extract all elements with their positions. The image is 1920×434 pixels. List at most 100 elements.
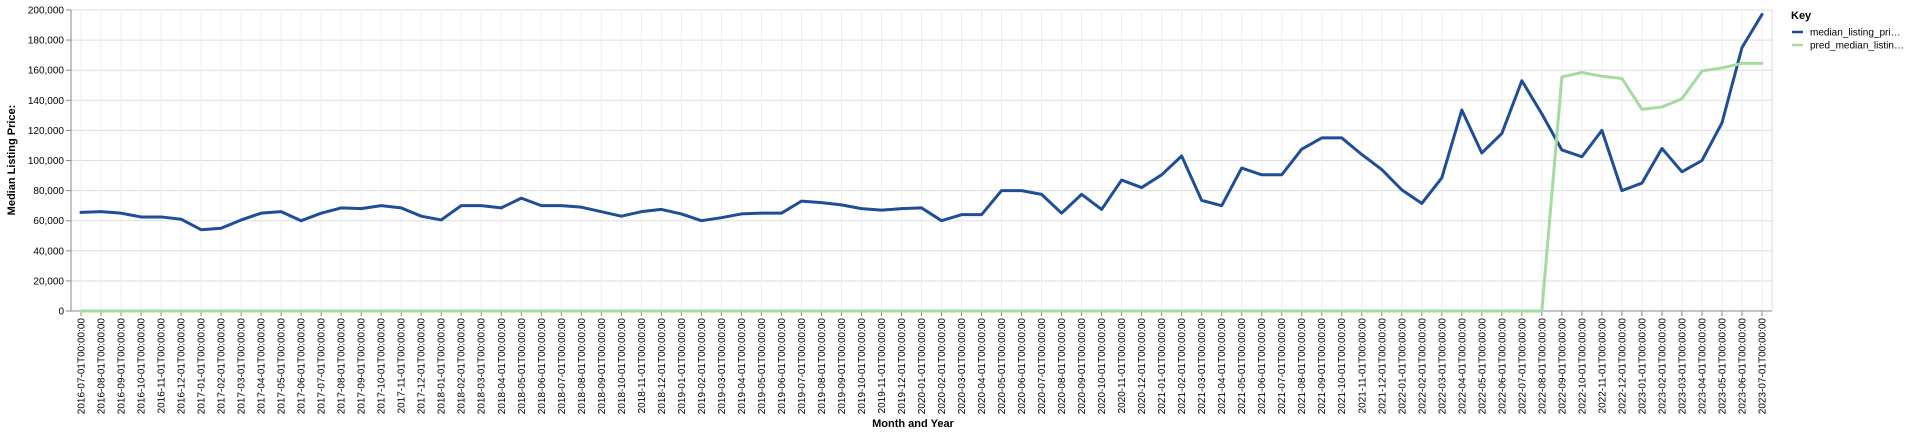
- x-axis-title: Month and Year: [872, 418, 954, 430]
- x-tick-label: 2019-03-01T00:00:00: [717, 318, 728, 415]
- x-tick-label: 2022-04-01T00:00:00: [1457, 318, 1468, 415]
- x-tick-label: 2017-10-01T00:00:00: [377, 318, 388, 415]
- x-tick-label: 2022-10-01T00:00:00: [1577, 318, 1588, 415]
- x-tick-label: 2022-12-01T00:00:00: [1617, 318, 1628, 415]
- x-tick-label: 2020-09-01T00:00:00: [1077, 318, 1088, 415]
- x-tick-label: 2022-11-01T00:00:00: [1597, 318, 1608, 414]
- x-tick-label: 2018-11-01T00:00:00: [637, 318, 648, 414]
- x-tick-label: 2016-10-01T00:00:00: [137, 318, 148, 415]
- x-tick-label: 2021-10-01T00:00:00: [1337, 318, 1348, 415]
- x-tick-label: 2021-03-01T00:00:00: [1197, 318, 1208, 415]
- x-tick-label: 2021-11-01T00:00:00: [1357, 318, 1368, 414]
- x-axis: 2016-07-01T00:00:00 2016-08-01T00:00:00 20…: [71, 310, 1772, 415]
- x-tick-label: 2018-03-01T00:00:00: [477, 318, 488, 415]
- y-tick-label: 200,000: [28, 6, 65, 17]
- legend-label: pred_median_listin…: [1810, 41, 1904, 52]
- x-tick-label: 2023-03-01T00:00:00: [1677, 318, 1688, 415]
- x-tick-label: 2020-03-01T00:00:00: [957, 318, 968, 415]
- legend-title: Key: [1791, 10, 1812, 22]
- x-tick-label: 2018-02-01T00:00:00: [457, 318, 468, 415]
- x-tick-label: 2016-11-01T00:00:00: [157, 318, 168, 414]
- y-tick-label: 0: [58, 307, 64, 318]
- x-tick-label: 2021-08-01T00:00:00: [1297, 318, 1308, 415]
- x-tick-label: 2018-06-01T00:00:00: [537, 318, 548, 415]
- x-tick-label: 2023-01-01T00:00:00: [1637, 318, 1648, 415]
- x-tick-label: 2016-07-01T00:00:00: [77, 318, 88, 415]
- x-tick-label: 2021-01-01T00:00:00: [1157, 318, 1168, 415]
- x-tick-label: 2021-09-01T00:00:00: [1317, 318, 1328, 415]
- y-tick-label: 60,000: [33, 216, 64, 227]
- x-tick-label: 2017-11-01T00:00:00: [397, 318, 408, 414]
- x-tick-label: 2017-08-01T00:00:00: [337, 318, 348, 415]
- x-tick-label: 2018-04-01T00:00:00: [497, 318, 508, 415]
- x-tick-label: 2017-04-01T00:00:00: [257, 318, 268, 415]
- x-tick-label: 2019-09-01T00:00:00: [837, 318, 848, 415]
- x-tick-label: 2018-05-01T00:00:00: [517, 318, 528, 415]
- x-tick-label: 2018-07-01T00:00:00: [557, 318, 568, 415]
- y-axis-title: Median Listing Price:: [6, 105, 18, 216]
- x-tick-label: 2019-01-01T00:00:00: [677, 318, 688, 415]
- x-tick-label: 2017-02-01T00:00:00: [217, 318, 228, 415]
- x-tick-label: 2017-07-01T00:00:00: [317, 318, 328, 415]
- y-tick-label: 100,000: [28, 156, 65, 167]
- series-layer: [79, 13, 1764, 313]
- x-tick-label: 2019-10-01T00:00:00: [857, 318, 868, 415]
- x-tick-label: 2022-03-01T00:00:00: [1437, 318, 1448, 415]
- x-tick-label: 2018-09-01T00:00:00: [597, 318, 608, 415]
- x-tick-label: 2023-07-01T00:00:00: [1757, 318, 1768, 415]
- x-tick-label: 2022-09-01T00:00:00: [1557, 318, 1568, 415]
- x-tick-label: 2023-04-01T00:00:00: [1697, 318, 1708, 415]
- legend-items: median_listing_pri… pred_median_listin…: [1792, 28, 1904, 52]
- y-tick-label: 20,000: [33, 276, 64, 287]
- x-tick-label: 2019-12-01T00:00:00: [897, 318, 908, 415]
- x-tick-label: 2020-06-01T00:00:00: [1017, 318, 1028, 415]
- x-tick-label: 2021-07-01T00:00:00: [1277, 318, 1288, 415]
- x-tick-label: 2022-01-01T00:00:00: [1397, 318, 1408, 415]
- x-tick-label: 2020-02-01T00:00:00: [937, 318, 948, 415]
- x-tick-label: 2018-12-01T00:00:00: [657, 318, 668, 415]
- x-tick-label: 2023-06-01T00:00:00: [1737, 318, 1748, 415]
- x-tick-label: 2019-04-01T00:00:00: [737, 318, 748, 415]
- x-tick-label: 2022-08-01T00:00:00: [1537, 318, 1548, 415]
- x-tick-label: 2016-09-01T00:00:00: [117, 318, 128, 415]
- x-tick-label: 2016-12-01T00:00:00: [177, 318, 188, 415]
- x-tick-label: 2021-04-01T00:00:00: [1217, 318, 1228, 415]
- x-tick-label: 2020-01-01T00:00:00: [917, 318, 928, 415]
- x-tick-label: 2023-05-01T00:00:00: [1717, 318, 1728, 415]
- y-tick-label: 80,000: [33, 186, 64, 197]
- x-tick-label: 2023-02-01T00:00:00: [1657, 318, 1668, 415]
- legend-label: median_listing_pri…: [1810, 28, 1901, 39]
- series-line-1: [79, 61, 1764, 313]
- x-tick-label: 2020-08-01T00:00:00: [1057, 318, 1068, 415]
- x-tick-label: 2018-01-01T00:00:00: [437, 318, 448, 415]
- x-tick-label: 2019-06-01T00:00:00: [777, 318, 788, 415]
- x-tick-label: 2022-06-01T00:00:00: [1497, 318, 1508, 415]
- x-tick-label: 2019-07-01T00:00:00: [797, 318, 808, 415]
- y-tick-label: 140,000: [28, 96, 65, 107]
- x-tick-label: 2020-05-01T00:00:00: [997, 318, 1008, 415]
- x-tick-label: 2017-01-01T00:00:00: [197, 318, 208, 415]
- x-tick-label: 2022-02-01T00:00:00: [1417, 318, 1428, 415]
- x-tick-label: 2021-12-01T00:00:00: [1377, 318, 1388, 415]
- x-tick-label: 2021-02-01T00:00:00: [1177, 318, 1188, 415]
- y-tick-label: 180,000: [28, 36, 65, 47]
- x-tick-label: 2016-08-01T00:00:00: [97, 318, 108, 415]
- x-tick-label: 2019-05-01T00:00:00: [757, 318, 768, 415]
- x-tick-label: 2020-11-01T00:00:00: [1117, 318, 1128, 414]
- x-tick-label: 2020-12-01T00:00:00: [1137, 318, 1148, 415]
- y-tick-label: 40,000: [33, 246, 64, 257]
- x-tick-label: 2018-10-01T00:00:00: [617, 318, 628, 415]
- x-tick-label: 2018-08-01T00:00:00: [577, 318, 588, 415]
- y-axis: 0 20,000 40,000 60,000 80,000 100,000 120,000 1…: [28, 6, 72, 318]
- x-tick-label: 2020-10-01T00:00:00: [1097, 318, 1108, 415]
- x-tick-label: 2019-11-01T00:00:00: [877, 318, 888, 414]
- x-tick-label: 2019-02-01T00:00:00: [697, 318, 708, 415]
- x-tick-label: 2017-06-01T00:00:00: [297, 318, 308, 415]
- x-tick-label: 2017-05-01T00:00:00: [277, 318, 288, 415]
- x-tick-label: 2017-09-01T00:00:00: [357, 318, 368, 415]
- x-tick-label: 2017-12-01T00:00:00: [417, 318, 428, 415]
- y-tick-label: 160,000: [28, 66, 65, 77]
- gridlines: [70, 9, 1773, 312]
- x-tick-label: 2020-04-01T00:00:00: [977, 318, 988, 415]
